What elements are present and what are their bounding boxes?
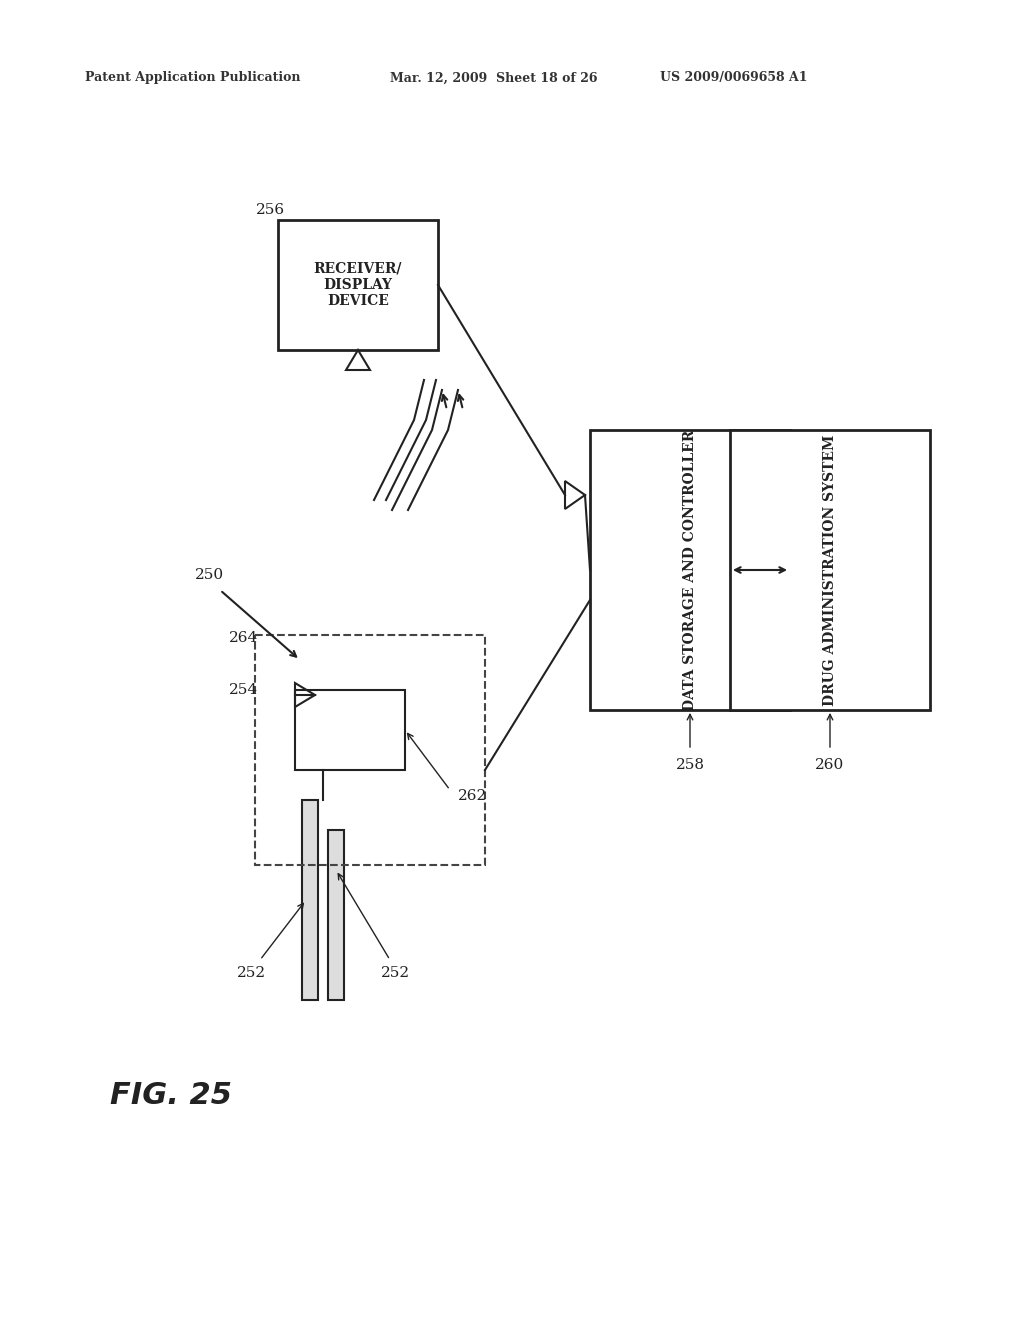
Bar [278,220,438,350]
Bar [328,830,344,1001]
Text: FIG. 25: FIG. 25 [110,1081,232,1110]
Text: 262: 262 [458,789,487,803]
Text: 264: 264 [228,631,258,645]
Text: 258: 258 [676,758,705,772]
Bar [255,635,485,865]
Text: Patent Application Publication: Patent Application Publication [85,71,300,84]
Text: 252: 252 [381,966,410,979]
Text: US 2009/0069658 A1: US 2009/0069658 A1 [660,71,808,84]
Text: 250: 250 [196,568,224,582]
Text: DATA STORAGE AND CONTROLLER: DATA STORAGE AND CONTROLLER [683,429,697,710]
Text: 254: 254 [229,682,258,697]
Text: 256: 256 [256,203,285,216]
Bar [302,800,318,1001]
Text: 260: 260 [815,758,845,772]
Text: Mar. 12, 2009  Sheet 18 of 26: Mar. 12, 2009 Sheet 18 of 26 [390,71,597,84]
Text: 252: 252 [238,966,266,979]
Bar [295,690,406,770]
Bar [590,430,790,710]
Bar [730,430,930,710]
Text: RECEIVER/
DISPLAY
DEVICE: RECEIVER/ DISPLAY DEVICE [313,261,402,308]
Text: DRUG ADMINISTRATION SYSTEM: DRUG ADMINISTRATION SYSTEM [823,434,837,706]
